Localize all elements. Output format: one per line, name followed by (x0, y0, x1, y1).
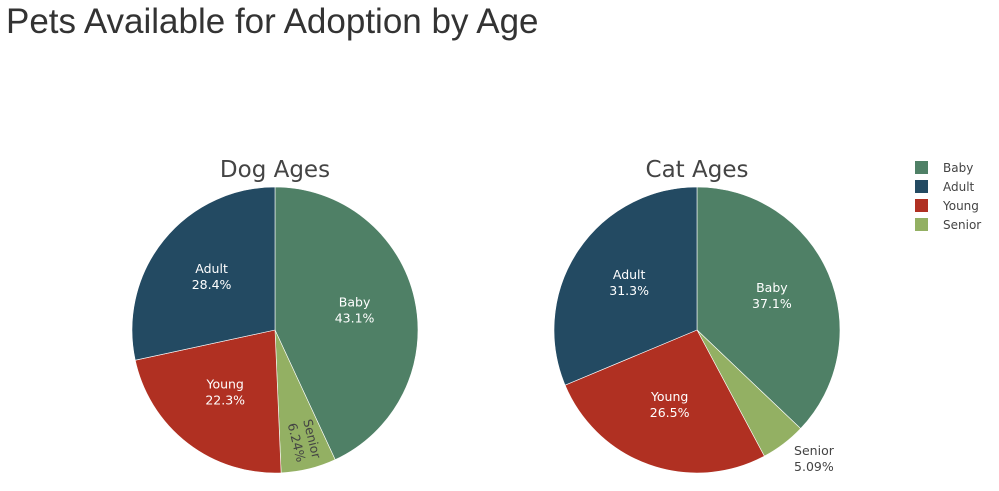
legend-swatch-senior (915, 218, 928, 231)
legend-item-senior[interactable]: Senior (915, 215, 981, 234)
legend-label-senior: Senior (943, 217, 982, 232)
legend-item-baby[interactable]: Baby (915, 158, 981, 177)
cat-ages-label-baby: Baby 37.1% (752, 280, 792, 311)
legend-swatch-young (915, 199, 928, 212)
cat-ages-label-young: Young 26.5% (650, 389, 690, 420)
page-title: Pets Available for Adoption by Age (6, 2, 539, 41)
legend-label-adult: Adult (943, 179, 975, 194)
cat-ages-label-adult: Adult 31.3% (609, 267, 649, 298)
legend-swatch-baby (915, 161, 928, 174)
dog-ages-title: Dog Ages (220, 157, 330, 183)
cat-ages-label-senior: Senior 5.09% (794, 443, 835, 474)
dog-ages-slice-baby[interactable] (274, 186, 419, 461)
dog-ages-slice-adult[interactable] (131, 186, 276, 361)
cat-ages-pie: Cat Ages Baby 37.1% Senior 5.09% Young 26.5% Ad… (553, 157, 841, 474)
legend-label-baby: Baby (943, 160, 974, 175)
cat-ages-title: Cat Ages (646, 157, 749, 183)
dog-ages-label-baby: Baby 43.1% (335, 294, 375, 325)
legend: Baby Adult Young Senior (915, 158, 981, 234)
legend-label-young: Young (943, 198, 979, 213)
legend-item-young[interactable]: Young (915, 196, 981, 215)
legend-item-adult[interactable]: Adult (915, 177, 981, 196)
dog-ages-slice-young[interactable] (134, 329, 282, 474)
dog-ages-label-young: Young 22.3% (205, 377, 245, 408)
dog-ages-label-adult: Adult 28.4% (192, 261, 232, 292)
cat-ages-slice-adult[interactable] (553, 186, 698, 386)
legend-swatch-adult (915, 180, 928, 193)
cat-ages-slice-young[interactable] (564, 329, 765, 474)
cat-ages-slice-baby[interactable] (696, 186, 841, 429)
